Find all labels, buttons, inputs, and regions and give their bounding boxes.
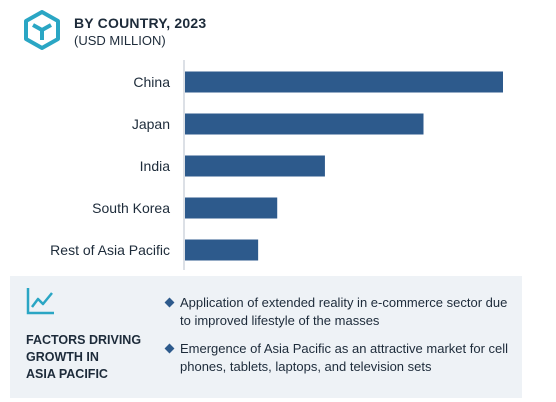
factor-text: Application of extended reality in e-com… [180,295,508,328]
category-label: Japan [132,116,170,132]
chart-subtitle: (USD MILLION) [74,33,166,48]
factors-title: FACTORS DRIVING GROWTH IN ASIA PACIFIC [26,333,142,381]
factors-list: Application of extended reality in e-com… [164,294,516,386]
chart-title: BY COUNTRY, 2023 [74,15,207,31]
bar-chart: China Japan India South Korea Rest of Asia P… [50,60,503,270]
bar [185,113,424,135]
chart-header: BY COUNTRY, 2023 (USD MILLION) [22,10,542,52]
factor-item: Application of extended reality in e-com… [164,294,516,330]
bar [185,71,503,93]
diamond-bullet-icon [164,297,175,308]
trend-chart-icon [26,288,54,315]
category-label: Rest of Asia Pacific [50,242,170,258]
factor-item: Emergence of Asia Pacific as an attracti… [164,340,516,376]
diamond-bullet-icon [164,343,175,354]
factors-panel: FACTORS DRIVING GROWTH IN ASIA PACIFIC A… [10,276,522,398]
bar [185,239,259,261]
category-label: India [140,158,171,174]
bar [185,197,278,219]
bar [185,155,325,177]
cube-logo-icon [24,10,60,50]
factor-text: Emergence of Asia Pacific as an attracti… [180,341,509,374]
category-label: South Korea [92,200,170,216]
category-label: China [133,74,170,90]
